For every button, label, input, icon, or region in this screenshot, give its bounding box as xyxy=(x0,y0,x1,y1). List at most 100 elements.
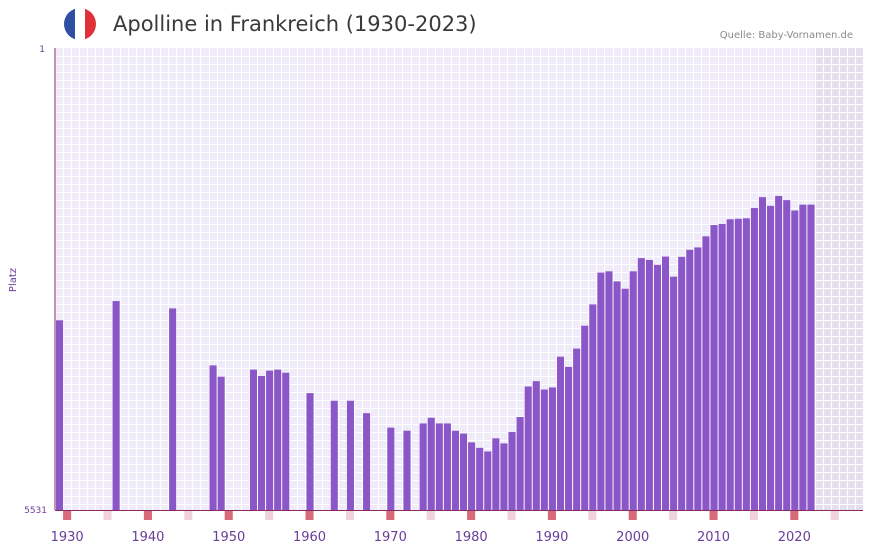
bar-1983 xyxy=(492,438,500,510)
bar-1957 xyxy=(282,372,290,510)
x-minor-tick-marker-2015 xyxy=(749,511,758,520)
y-tick-label-bottom: 5531 xyxy=(24,506,47,516)
x-minor-tick-marker-2025 xyxy=(830,511,839,520)
bar-1998 xyxy=(613,281,621,510)
bar-1990 xyxy=(548,387,556,510)
x-minor-tick-marker-1995 xyxy=(588,511,597,520)
x-tick-label: 1950 xyxy=(212,530,245,545)
bar-2022 xyxy=(807,204,815,510)
bar-1981 xyxy=(476,447,484,510)
bar-2008 xyxy=(694,247,702,510)
x-tick-label: 1970 xyxy=(374,530,407,545)
bar-1970 xyxy=(387,427,395,510)
bar-1974 xyxy=(419,423,427,510)
bar-1985 xyxy=(508,432,516,510)
bar-2011 xyxy=(718,224,726,511)
x-tick-marker-1930 xyxy=(63,511,72,520)
x-tick-label: 2000 xyxy=(616,530,649,545)
x-tick-label: 1930 xyxy=(51,530,84,545)
bar-2020 xyxy=(791,210,799,511)
bar-1977 xyxy=(443,423,451,510)
bar-1943 xyxy=(169,308,177,510)
gridlines xyxy=(55,48,864,510)
bar-1993 xyxy=(573,348,581,510)
bar-1953 xyxy=(249,369,257,510)
source-credit: Quelle: Baby-Vornamen.de xyxy=(719,30,853,41)
x-minor-tick-marker-1945 xyxy=(184,511,193,520)
x-minor-tick-marker-1935 xyxy=(103,511,112,520)
x-tick-label: 1940 xyxy=(131,530,164,545)
bar-2003 xyxy=(653,264,661,510)
bar-1949 xyxy=(217,376,225,510)
x-tick-marker-1990 xyxy=(547,511,556,520)
bar-2018 xyxy=(775,195,783,510)
bar-2001 xyxy=(637,258,645,510)
x-minor-tick-marker-1965 xyxy=(345,511,354,520)
bar-1929 xyxy=(56,320,64,510)
x-tick-marker-1960 xyxy=(305,511,314,520)
bar-1989 xyxy=(540,389,548,510)
bar-1979 xyxy=(460,433,468,510)
bar-1994 xyxy=(581,325,589,510)
x-minor-tick-marker-2005 xyxy=(669,511,678,520)
bar-2004 xyxy=(662,256,670,510)
france-flag-icon xyxy=(64,8,96,40)
x-tick-label: 1990 xyxy=(535,530,568,545)
bar-2017 xyxy=(767,205,775,510)
bar-2013 xyxy=(734,218,742,510)
bar-1992 xyxy=(565,366,573,510)
bar-1982 xyxy=(484,451,492,510)
y-axis-title: Platz xyxy=(8,268,19,292)
bar-2000 xyxy=(629,271,637,510)
x-tick-marker-1950 xyxy=(224,511,233,520)
bar-2006 xyxy=(678,256,686,510)
bar-1965 xyxy=(346,400,354,510)
bar-2014 xyxy=(742,218,750,510)
bar-1986 xyxy=(516,417,524,510)
bar-2019 xyxy=(783,200,791,511)
chart-title: Apolline in Frankreich (1930-2023) xyxy=(113,12,477,36)
bar-1963 xyxy=(330,400,338,510)
bar-1956 xyxy=(274,369,282,510)
x-tick-marker-2020 xyxy=(790,511,799,520)
x-minor-tick-marker-1955 xyxy=(265,511,274,520)
x-tick-label: 2020 xyxy=(778,530,811,545)
y-tick-label-top: 1 xyxy=(39,45,45,55)
x-tick-label: 1960 xyxy=(293,530,326,545)
bar-1997 xyxy=(605,271,613,510)
bar-2005 xyxy=(670,276,678,510)
bar-1988 xyxy=(532,381,540,510)
x-tick-marker-1970 xyxy=(386,511,395,520)
x-minor-tick-marker-1975 xyxy=(426,511,435,520)
bar-1995 xyxy=(589,304,597,510)
bar-1980 xyxy=(468,442,476,510)
bar-1978 xyxy=(451,430,459,510)
bar-2021 xyxy=(799,204,807,510)
x-tick-label: 2010 xyxy=(697,530,730,545)
bar-2007 xyxy=(686,249,694,510)
bar-1955 xyxy=(266,370,274,510)
bar-1948 xyxy=(209,365,217,510)
x-tick-marker-1940 xyxy=(143,511,152,520)
x-tick-marker-1980 xyxy=(467,511,476,520)
bar-2009 xyxy=(702,236,710,511)
bar-1960 xyxy=(306,393,314,510)
bar-1996 xyxy=(597,272,605,510)
bar-2015 xyxy=(750,208,758,510)
bar-1967 xyxy=(363,413,371,510)
bar-1984 xyxy=(500,443,508,510)
bar-1976 xyxy=(435,423,443,510)
x-tick-label: 1980 xyxy=(455,530,488,545)
bar-1972 xyxy=(403,430,411,510)
bar-2010 xyxy=(710,225,718,510)
bar-1975 xyxy=(427,417,435,510)
chart-header: Apolline in Frankreich (1930-2023) Quell… xyxy=(0,0,873,48)
bar-2012 xyxy=(726,219,734,511)
bar-2002 xyxy=(645,259,653,510)
x-tick-marker-2000 xyxy=(628,511,637,520)
bar-2016 xyxy=(758,197,767,510)
bar-1987 xyxy=(524,386,532,510)
bar-1991 xyxy=(556,356,565,510)
bar-1999 xyxy=(621,288,629,510)
